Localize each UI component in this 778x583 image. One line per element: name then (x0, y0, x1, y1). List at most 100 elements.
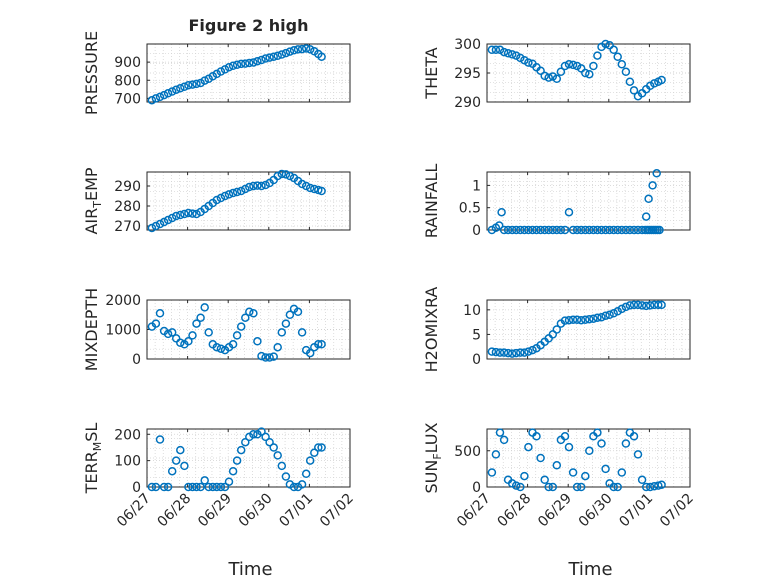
y-tick-label: 0 (472, 223, 481, 239)
y-tick-label: 1000 (105, 323, 141, 339)
data-point (613, 52, 622, 62)
data-point (520, 225, 529, 235)
y-tick-label: 900 (114, 55, 141, 71)
data-point (609, 482, 618, 492)
data-point (216, 344, 226, 353)
y-tick-label: 5 (472, 327, 481, 343)
data-point (516, 482, 525, 492)
data-point (487, 468, 497, 477)
data-point (621, 225, 631, 235)
data-point (155, 435, 165, 444)
data-point (532, 225, 541, 235)
data-point (516, 53, 525, 63)
x-tick-label: 06/29 (535, 491, 575, 531)
data-point (617, 225, 627, 235)
data-point (556, 67, 566, 77)
data-point (285, 310, 295, 320)
data-point (192, 482, 201, 492)
data-point (216, 67, 226, 76)
data-point (552, 325, 562, 334)
data-point (564, 442, 574, 452)
data-point (552, 461, 562, 470)
data-point (507, 50, 517, 59)
axes-box (146, 428, 351, 488)
y-tick-label: 290 (454, 95, 481, 111)
data-point (597, 312, 606, 322)
data-point (605, 310, 614, 320)
y-tick-label: 270 (114, 219, 141, 235)
data-point (188, 331, 197, 340)
data-point (184, 337, 193, 346)
data-point (261, 54, 270, 63)
data-point (556, 225, 566, 235)
data-point (228, 188, 238, 198)
data-point (601, 225, 610, 235)
data-point (232, 60, 242, 70)
data-point (163, 215, 173, 225)
data-point (224, 62, 234, 72)
data-point (297, 179, 307, 189)
data-point (645, 301, 655, 310)
y-tick-label: 1 (472, 178, 481, 194)
y-tick-label: 280 (114, 199, 141, 215)
data-point (176, 210, 185, 220)
data-point (236, 322, 246, 331)
data-point (317, 443, 326, 452)
data-point (245, 58, 254, 68)
data-point (499, 225, 509, 235)
data-point (617, 468, 627, 477)
x-tick-label: 06/29 (195, 491, 235, 531)
data-point (633, 450, 643, 459)
data-point (540, 475, 549, 485)
data-point (269, 52, 278, 61)
y-axis-label: THETA (422, 47, 441, 99)
data-point (224, 190, 234, 199)
data-point (163, 89, 173, 98)
data-point (200, 303, 209, 312)
data-point (617, 304, 627, 314)
data-point (657, 75, 666, 85)
data-point (261, 180, 270, 190)
data-point (253, 181, 262, 190)
data-point (310, 184, 319, 194)
data-point (560, 432, 570, 441)
data-point (593, 428, 602, 437)
data-point (204, 328, 213, 337)
data-point (241, 184, 250, 194)
data-point (176, 83, 185, 93)
data-point (261, 353, 270, 362)
y-tick-label: 0 (132, 352, 141, 368)
data-point (277, 328, 287, 337)
x-tick-label: 07/02 (317, 491, 357, 531)
data-point (609, 45, 618, 55)
y-tick-label: 200 (114, 427, 141, 443)
data-point (269, 352, 278, 361)
data-point (644, 194, 653, 204)
subplot-4: 0 0.5 1 RAINFALL (422, 164, 691, 239)
y-tick-label: 300 (454, 37, 481, 53)
axes-box (146, 43, 351, 103)
data-point (249, 58, 258, 67)
data-point (305, 183, 315, 193)
data-point (281, 472, 291, 481)
data-point (629, 300, 639, 310)
data-point (540, 71, 549, 81)
data-point (245, 182, 254, 192)
data-point (297, 44, 307, 54)
y-axis-label: AIRTEMP (82, 167, 104, 234)
data-point (621, 67, 631, 77)
data-point (511, 481, 521, 490)
y-tick-label: 0.5 (459, 201, 481, 217)
data-point (540, 225, 549, 235)
data-point (601, 39, 610, 49)
data-point (507, 349, 517, 358)
data-point (491, 347, 501, 357)
data-point (188, 209, 197, 218)
data-point (249, 430, 258, 439)
data-point (552, 225, 562, 235)
data-point (621, 439, 631, 448)
data-point (285, 171, 295, 181)
axes-box (486, 299, 691, 360)
data-point (629, 432, 639, 441)
data-point (516, 348, 525, 357)
